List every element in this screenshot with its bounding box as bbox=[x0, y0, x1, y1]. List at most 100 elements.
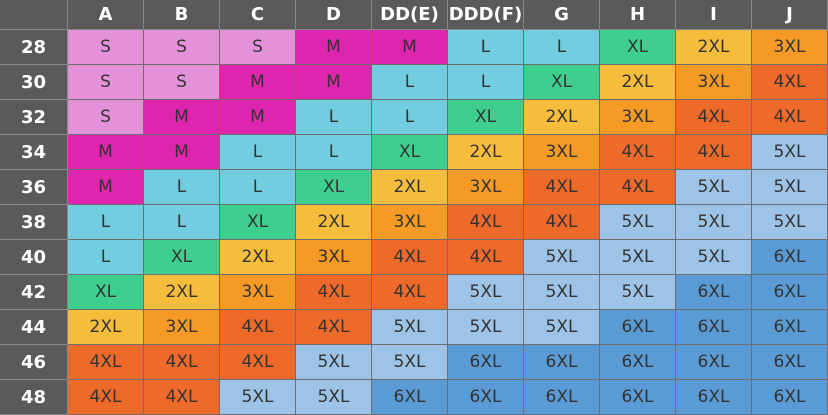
size-cell: L bbox=[524, 30, 600, 65]
size-cell: 5XL bbox=[676, 205, 752, 240]
size-cell: 6XL bbox=[752, 275, 828, 310]
row-header: 36 bbox=[0, 170, 68, 205]
size-cell: 5XL bbox=[600, 240, 676, 275]
size-cell: 6XL bbox=[600, 345, 676, 380]
size-cell: 4XL bbox=[676, 135, 752, 170]
size-cell: 5XL bbox=[752, 170, 828, 205]
size-cell: 3XL bbox=[296, 240, 372, 275]
size-cell: 4XL bbox=[524, 205, 600, 240]
size-cell: L bbox=[296, 135, 372, 170]
size-cell: 5XL bbox=[600, 205, 676, 240]
column-header: J bbox=[752, 0, 828, 30]
size-cell: 2XL bbox=[68, 310, 144, 345]
size-cell: 4XL bbox=[448, 240, 524, 275]
row-header: 42 bbox=[0, 275, 68, 310]
size-cell: 4XL bbox=[68, 345, 144, 380]
size-cell: L bbox=[372, 100, 448, 135]
size-cell: 5XL bbox=[220, 380, 296, 415]
size-cell: 2XL bbox=[372, 170, 448, 205]
size-cell: 5XL bbox=[524, 275, 600, 310]
size-cell: S bbox=[68, 65, 144, 100]
size-cell: 2XL bbox=[296, 205, 372, 240]
column-header: B bbox=[144, 0, 220, 30]
row-header: 34 bbox=[0, 135, 68, 170]
row-header: 40 bbox=[0, 240, 68, 275]
size-cell: XL bbox=[448, 100, 524, 135]
size-cell: 4XL bbox=[296, 275, 372, 310]
size-cell: M bbox=[144, 100, 220, 135]
row-header: 32 bbox=[0, 100, 68, 135]
size-cell: XL bbox=[600, 30, 676, 65]
size-cell: 2XL bbox=[448, 135, 524, 170]
size-cell: 4XL bbox=[752, 65, 828, 100]
size-cell: S bbox=[68, 30, 144, 65]
size-cell: 4XL bbox=[600, 135, 676, 170]
size-cell: L bbox=[144, 170, 220, 205]
size-cell: M bbox=[144, 135, 220, 170]
size-cell: XL bbox=[144, 240, 220, 275]
size-cell: XL bbox=[296, 170, 372, 205]
size-cell: 3XL bbox=[220, 275, 296, 310]
size-cell: 5XL bbox=[600, 275, 676, 310]
size-cell: 3XL bbox=[676, 65, 752, 100]
size-cell: 6XL bbox=[676, 345, 752, 380]
row-header: 28 bbox=[0, 30, 68, 65]
size-cell: 6XL bbox=[752, 345, 828, 380]
size-cell: 4XL bbox=[372, 240, 448, 275]
size-cell: 3XL bbox=[448, 170, 524, 205]
column-header: A bbox=[68, 0, 144, 30]
size-cell: 2XL bbox=[220, 240, 296, 275]
size-cell: 3XL bbox=[524, 135, 600, 170]
size-cell: 4XL bbox=[220, 310, 296, 345]
size-cell: 4XL bbox=[448, 205, 524, 240]
size-cell: XL bbox=[372, 135, 448, 170]
size-cell: 6XL bbox=[372, 380, 448, 415]
size-cell: S bbox=[220, 30, 296, 65]
size-cell: 5XL bbox=[524, 240, 600, 275]
size-cell: 6XL bbox=[524, 345, 600, 380]
size-cell: 5XL bbox=[448, 310, 524, 345]
column-header: DD(E) bbox=[372, 0, 448, 30]
size-cell: 4XL bbox=[372, 275, 448, 310]
row-header: 48 bbox=[0, 380, 68, 415]
size-cell: 6XL bbox=[752, 240, 828, 275]
column-header: DDD(F) bbox=[448, 0, 524, 30]
size-cell: 2XL bbox=[600, 65, 676, 100]
corner-cell bbox=[0, 0, 68, 30]
size-cell: 4XL bbox=[524, 170, 600, 205]
size-cell: 6XL bbox=[676, 275, 752, 310]
size-cell: 4XL bbox=[144, 345, 220, 380]
size-cell: 4XL bbox=[144, 380, 220, 415]
size-cell: 6XL bbox=[676, 380, 752, 415]
size-cell: 5XL bbox=[676, 170, 752, 205]
size-cell: 2XL bbox=[144, 275, 220, 310]
size-cell: 6XL bbox=[448, 380, 524, 415]
size-cell: 5XL bbox=[524, 310, 600, 345]
column-header: H bbox=[600, 0, 676, 30]
size-cell: XL bbox=[68, 275, 144, 310]
size-cell: L bbox=[144, 205, 220, 240]
size-cell: 6XL bbox=[448, 345, 524, 380]
size-cell: 4XL bbox=[600, 170, 676, 205]
column-header: G bbox=[524, 0, 600, 30]
size-cell: S bbox=[68, 100, 144, 135]
size-cell: M bbox=[296, 30, 372, 65]
size-cell: 6XL bbox=[752, 380, 828, 415]
size-cell: 2XL bbox=[524, 100, 600, 135]
row-header: 38 bbox=[0, 205, 68, 240]
column-header: D bbox=[296, 0, 372, 30]
size-cell: 3XL bbox=[752, 30, 828, 65]
size-cell: M bbox=[68, 170, 144, 205]
size-cell: L bbox=[448, 65, 524, 100]
size-cell: XL bbox=[220, 205, 296, 240]
size-cell: 6XL bbox=[752, 310, 828, 345]
size-cell: L bbox=[220, 170, 296, 205]
size-cell: 5XL bbox=[752, 205, 828, 240]
size-cell: 6XL bbox=[524, 380, 600, 415]
size-cell: 6XL bbox=[600, 380, 676, 415]
column-header: I bbox=[676, 0, 752, 30]
size-cell: 3XL bbox=[372, 205, 448, 240]
size-cell: M bbox=[68, 135, 144, 170]
row-header: 44 bbox=[0, 310, 68, 345]
size-cell: 3XL bbox=[600, 100, 676, 135]
